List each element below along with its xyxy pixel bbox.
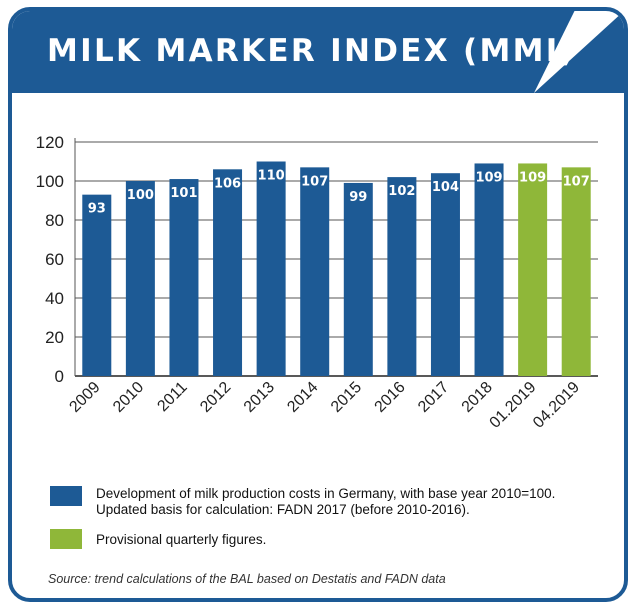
- legend-line-2: Updated basis for calculation: FADN 2017…: [96, 502, 470, 517]
- data-label: 110: [258, 169, 285, 184]
- source-note: Source: trend calculations of the BAL ba…: [48, 572, 446, 586]
- y-tick-label: 0: [55, 367, 64, 386]
- data-label: 102: [388, 184, 415, 199]
- y-tick-label: 80: [45, 211, 64, 230]
- x-tick-label: 2009: [66, 379, 103, 416]
- x-tick-label: 2016: [372, 379, 409, 416]
- data-label: 100: [127, 188, 154, 203]
- data-label: 101: [170, 186, 197, 201]
- bar: [518, 163, 548, 376]
- y-tick-label: 100: [36, 172, 64, 191]
- bar: [213, 169, 243, 376]
- legend-swatch-annual: [50, 486, 82, 506]
- x-tick-label: 2014: [284, 379, 321, 416]
- x-tick-label: 04.2019: [530, 379, 583, 432]
- data-label: 93: [88, 202, 106, 217]
- data-label: 109: [475, 170, 502, 185]
- y-tick-label: 20: [45, 328, 64, 347]
- x-tick-label: 2013: [241, 379, 278, 416]
- bar: [125, 181, 155, 376]
- x-tick-label: 2018: [459, 379, 496, 416]
- bar: [256, 161, 286, 376]
- x-tick-label: 2011: [154, 379, 190, 415]
- legend-label-annual: Development of milk production costs in …: [96, 486, 555, 518]
- x-tick-label: 2010: [110, 379, 147, 416]
- bar: [561, 167, 591, 376]
- y-tick-label: 60: [45, 250, 64, 269]
- bar: [343, 182, 373, 376]
- x-tick-label: 01.2019: [487, 379, 540, 432]
- bar: [300, 167, 330, 376]
- legend-line-1: Development of milk production costs in …: [96, 486, 556, 501]
- data-label: 107: [563, 174, 590, 189]
- x-tick-label: 2015: [328, 379, 365, 416]
- bar: [474, 163, 504, 376]
- data-label: 109: [519, 170, 546, 185]
- x-tick-label: 2012: [197, 379, 234, 416]
- data-label: 106: [214, 176, 241, 191]
- bar: [82, 194, 112, 376]
- bar: [387, 177, 417, 376]
- data-label: 107: [301, 174, 328, 189]
- data-label: 104: [432, 180, 459, 195]
- y-tick-label: 120: [36, 133, 64, 152]
- bar: [430, 173, 460, 376]
- legend-label-provisional: Provisional quarterly figures.: [96, 532, 267, 547]
- x-tick-label: 2017: [415, 379, 452, 416]
- y-tick-label: 40: [45, 289, 64, 308]
- legend-swatch-provisional: [50, 529, 82, 549]
- chart-title: MILK MARKER INDEX (MMI): [47, 33, 577, 69]
- bar: [169, 179, 199, 376]
- data-label: 99: [349, 190, 367, 205]
- title-bar: MILK MARKER INDEX (MMI): [12, 11, 624, 93]
